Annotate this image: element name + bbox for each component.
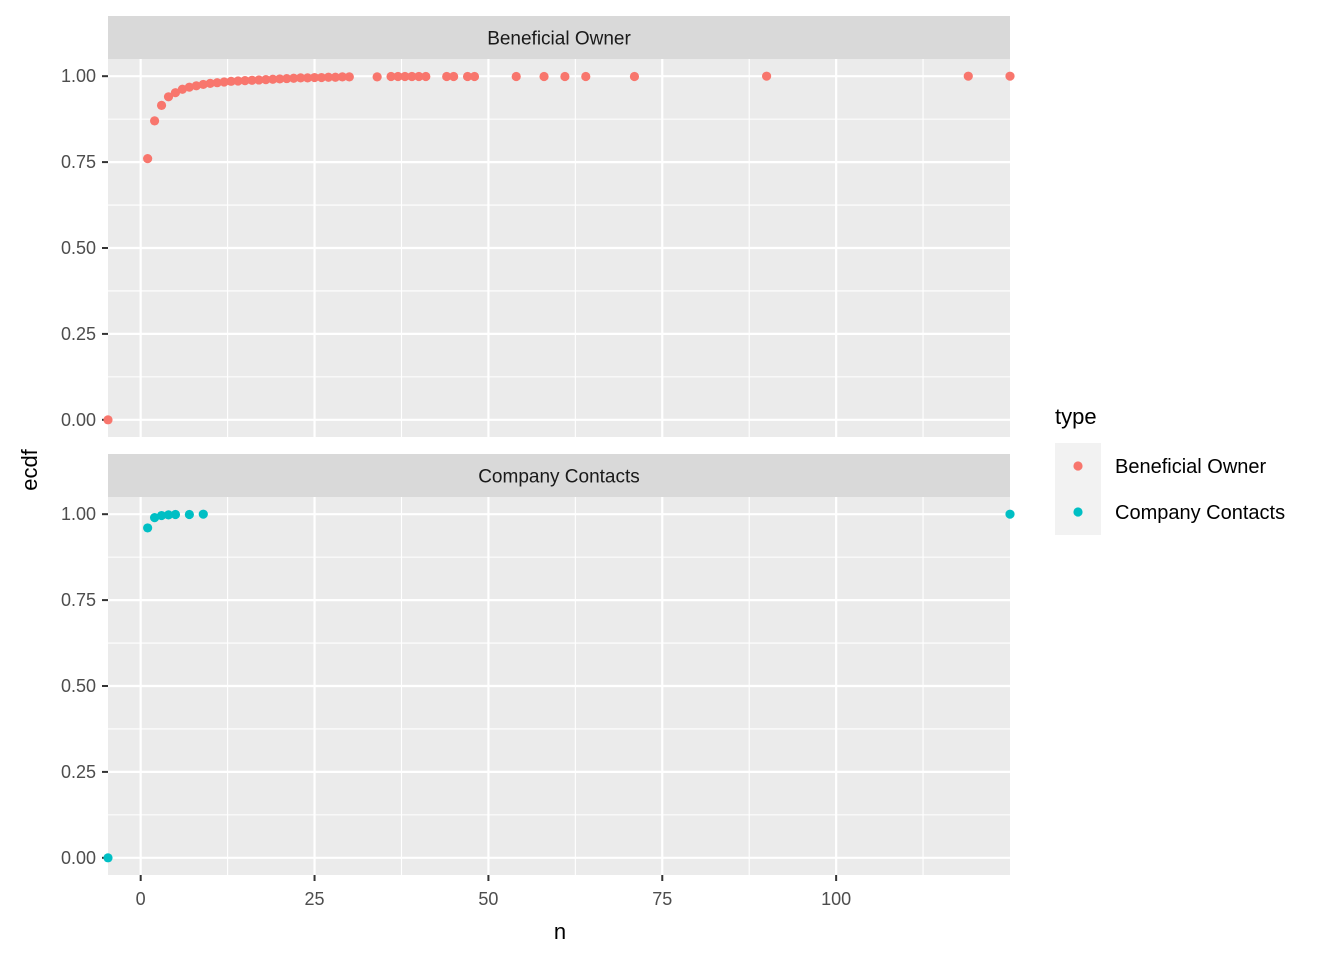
data-point (282, 73, 292, 84)
data-point (143, 154, 153, 164)
legend-key (1073, 461, 1083, 471)
x-tick-label: 75 (652, 889, 672, 909)
data-point (198, 79, 208, 90)
data-point (296, 73, 306, 83)
data-point (393, 71, 403, 82)
y-tick-label: 0.50 (61, 676, 96, 696)
data-point (163, 92, 174, 102)
x-tick-label: 50 (478, 889, 498, 909)
data-point (372, 72, 382, 82)
x-axis-title: n (554, 919, 566, 944)
data-point (337, 72, 347, 82)
data-point (462, 71, 473, 82)
data-point (469, 71, 480, 82)
data-point (233, 76, 243, 86)
data-point (254, 75, 264, 85)
x-tick-label: 25 (305, 889, 325, 909)
data-point (539, 71, 549, 82)
data-point (511, 71, 521, 82)
data-point (963, 71, 973, 81)
y-tick-label: 0.75 (61, 152, 96, 172)
data-point (156, 510, 167, 521)
data-point (247, 75, 257, 85)
data-point (581, 71, 591, 82)
data-point (323, 72, 334, 82)
x-tick-label: 0 (136, 889, 146, 909)
data-point (149, 513, 160, 523)
data-point (344, 72, 354, 82)
facet-strip (108, 454, 1010, 497)
facet-strip-label: Company Contacts (478, 467, 640, 488)
facet-strip-label: Beneficial Owner (487, 29, 631, 50)
data-point (421, 71, 431, 82)
y-tick-label: 0.50 (61, 238, 96, 258)
x-tick-label: 100 (821, 889, 851, 909)
data-point (268, 74, 278, 84)
data-point (442, 71, 452, 82)
legend-title: type (1055, 404, 1097, 429)
data-point (1005, 509, 1015, 519)
y-tick-label: 1.00 (61, 504, 96, 524)
data-point (1005, 71, 1015, 81)
y-tick-label: 0.25 (61, 324, 96, 344)
y-tick-label: 1.00 (61, 66, 96, 86)
y-tick-label: 0.00 (61, 848, 96, 868)
data-point (289, 73, 299, 83)
data-point (386, 71, 396, 82)
data-point (219, 77, 229, 87)
data-point (302, 73, 313, 83)
data-point (414, 71, 424, 82)
data-point (400, 71, 410, 82)
data-point (761, 71, 772, 81)
data-point (177, 84, 188, 94)
data-point (198, 509, 208, 519)
data-point (156, 100, 167, 110)
data-point (170, 509, 181, 520)
data-point (240, 76, 250, 86)
data-point (330, 72, 341, 82)
data-point (143, 523, 153, 533)
data-point (212, 78, 222, 88)
data-point (309, 72, 320, 83)
y-tick-label: 0.00 (61, 410, 96, 430)
legend-label: Beneficial Owner (1115, 456, 1267, 478)
data-point (103, 415, 113, 425)
data-point (205, 78, 215, 88)
data-point (184, 509, 194, 520)
facet-strip (108, 16, 1010, 59)
data-point (629, 71, 640, 82)
data-point (275, 74, 285, 84)
data-point (407, 71, 417, 82)
legend-label: Company Contacts (1115, 502, 1285, 524)
data-point (184, 82, 194, 92)
data-point (103, 853, 113, 863)
data-point (226, 76, 236, 86)
y-tick-label: 0.75 (61, 590, 96, 610)
y-tick-label: 0.25 (61, 762, 96, 782)
data-point (149, 116, 160, 126)
data-point (191, 81, 201, 91)
data-point (163, 510, 174, 520)
data-point (170, 88, 181, 98)
data-point (316, 72, 327, 83)
data-point (560, 71, 570, 82)
data-point (261, 75, 271, 85)
y-axis-title: ecdf (17, 448, 42, 490)
data-point (449, 71, 459, 82)
legend-key (1073, 507, 1083, 517)
